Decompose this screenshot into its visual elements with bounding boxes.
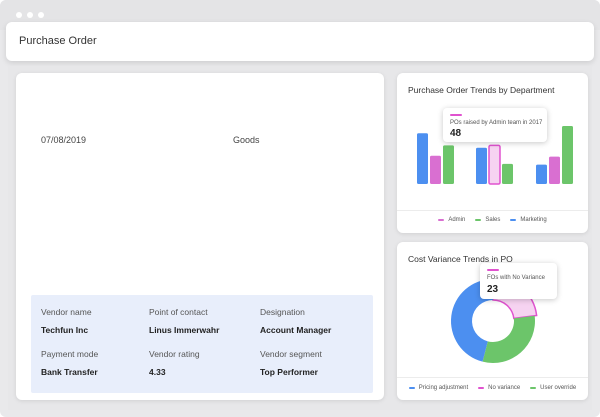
bar-marketing-2[interactable] [476, 147, 487, 184]
designation-value: Account Manager [260, 325, 332, 335]
tooltip-title: POs raised by Admin team in 2017 [450, 120, 543, 126]
cost-variance-legend: Pricing adjustment No variance User over… [397, 385, 588, 391]
bar-marketing-1[interactable] [417, 133, 428, 184]
legend-label-admin: Admin [448, 217, 466, 223]
point-of-contact-value: Linus Immerwahr [149, 325, 220, 335]
bar-sales-2[interactable] [502, 163, 513, 184]
bar-chart-tooltip: POs raised by Admin team in 2017 48 [443, 108, 547, 142]
legend-item-sales: Sales [475, 217, 500, 223]
vendor-info-panel: Vendor name Techfun Inc Point of contact… [31, 295, 373, 393]
legend-item-marketing: Marketing [510, 217, 547, 223]
no-variance-swatch [478, 387, 485, 389]
point-of-contact-field: Point of contact Linus Immerwahr [149, 307, 219, 335]
sales-swatch [475, 219, 482, 221]
vendor-name-label: Vendor name [41, 307, 92, 317]
page-header: Purchase Order [6, 22, 594, 61]
order-date: 07/08/2019 [41, 135, 87, 145]
window-maximize-dot[interactable] [38, 12, 44, 18]
po-trends-divider [397, 210, 588, 211]
po-trends-title: Purchase Order Trends by Department [408, 85, 555, 95]
po-trends-legend: Admin Sales Marketing [397, 217, 588, 223]
vendor-segment-field: Vendor segment Top Performer [260, 349, 322, 377]
vendor-rating-value: 4.33 [149, 367, 166, 377]
legend-item-no-variance: No variance [478, 385, 520, 391]
bar-admin-3[interactable] [549, 156, 560, 184]
window-close-dot[interactable] [16, 12, 22, 18]
bar-sales-3[interactable] [562, 126, 573, 184]
vendor-rating-field: Vendor rating 4.33 [149, 349, 200, 377]
legend-label-marketing: Marketing [520, 217, 547, 223]
payment-mode-label: Payment mode [41, 349, 99, 359]
vendor-segment-label: Vendor segment [260, 349, 322, 359]
legend-label-no-variance: No variance [488, 385, 521, 391]
bar-admin-1[interactable] [430, 155, 441, 184]
pricing-adjustment-swatch [408, 387, 415, 389]
order-category: Goods [233, 135, 260, 145]
cost-variance-divider [397, 377, 588, 378]
admin-swatch [438, 219, 445, 221]
legend-item-admin: Admin [438, 217, 465, 223]
page-title: Purchase Order [19, 35, 97, 47]
slice-pricing-adjustment[interactable] [450, 279, 493, 362]
bar-marketing-3[interactable] [536, 164, 547, 184]
designation-label: Designation [260, 307, 305, 317]
vendor-name-field: Vendor name Techfun Inc [41, 307, 92, 335]
donut-chart-tooltip: FOs with No Variance 23 [480, 263, 557, 299]
designation-field: Designation Account Manager [260, 307, 331, 335]
window-minimize-dot[interactable] [27, 12, 33, 18]
tooltip-title: FOs with No Variance [487, 275, 545, 281]
payment-mode-value: Bank Transfer [41, 367, 98, 377]
vendor-rating-label: Vendor rating [149, 349, 200, 359]
legend-label-user-override: User override [540, 385, 577, 391]
legend-label-sales: Sales [485, 217, 501, 223]
tooltip-color-bar [450, 114, 462, 116]
order-details-card: 07/08/2019 Goods Vendor name Techfun Inc… [16, 73, 384, 400]
vendor-segment-value: Top Performer [260, 367, 318, 377]
bar-sales-1[interactable] [443, 145, 454, 184]
slice-user-override[interactable] [482, 315, 535, 363]
marketing-swatch [510, 219, 517, 221]
po-trends-card: Purchase Order Trends by Department Admi… [397, 73, 588, 233]
bar-admin-2[interactable] [488, 144, 501, 185]
tooltip-value: 48 [450, 128, 462, 139]
legend-item-user-override: User override [530, 385, 576, 391]
tooltip-value: 23 [487, 284, 499, 295]
point-of-contact-label: Point of contact [149, 307, 208, 317]
vendor-name-value: Techfun Inc [41, 325, 89, 335]
user-override-swatch [530, 387, 537, 389]
tooltip-color-bar [487, 269, 499, 271]
payment-mode-field: Payment mode Bank Transfer [41, 349, 98, 377]
legend-label-pricing-adjustment: Pricing adjustment [418, 385, 469, 391]
cost-variance-title: Cost Variance Trends in PO [408, 254, 513, 264]
legend-item-pricing-adjustment: Pricing adjustment [408, 385, 469, 391]
po-trends-bar-chart [417, 126, 573, 185]
